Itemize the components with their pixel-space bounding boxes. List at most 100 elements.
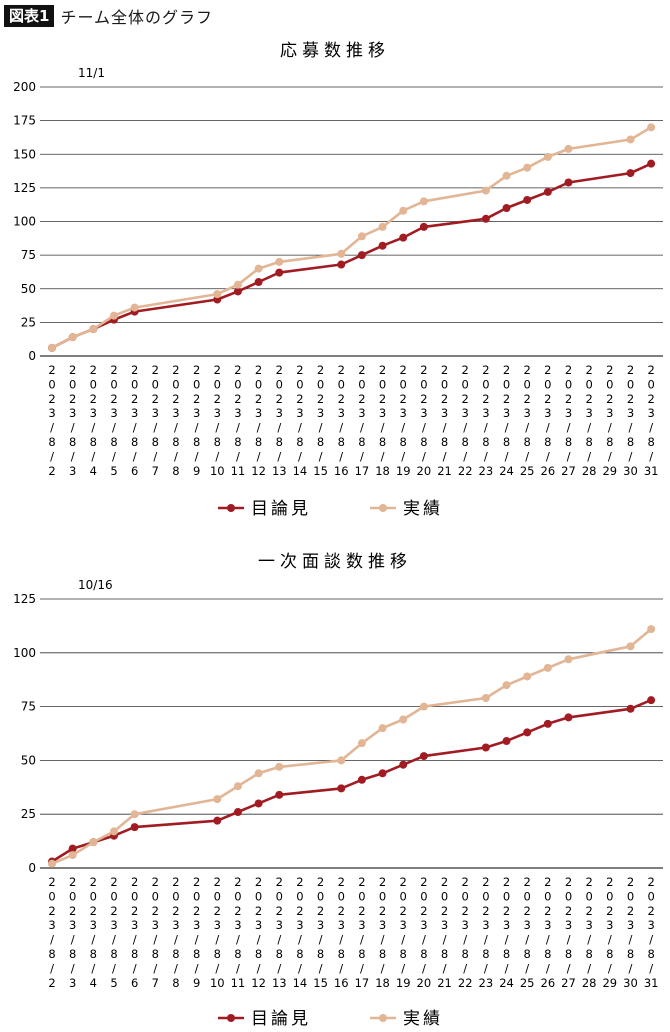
- data-point-1: [48, 859, 56, 868]
- chart-annotation: 10/16: [78, 578, 113, 592]
- y-tick-label: 25: [21, 315, 36, 329]
- data-point-1: [626, 135, 635, 144]
- x-tick-label: 2 0 2 3/8/18: [375, 363, 390, 478]
- legend-marker: [227, 1014, 235, 1022]
- data-point-1: [130, 810, 139, 819]
- x-tick-label: 2 0 2 3/8/5: [110, 363, 117, 478]
- x-tick-label: 2 0 2 3/8/31: [644, 363, 659, 478]
- data-point-0: [233, 287, 242, 296]
- data-point-0: [337, 260, 346, 269]
- figure-title: チーム全体のグラフ: [60, 8, 213, 27]
- data-point-1: [275, 257, 284, 266]
- data-point-0: [275, 790, 284, 799]
- x-tick-label: 2 0 2 3/8/25: [520, 875, 535, 990]
- y-tick-label: 125: [13, 592, 36, 606]
- x-tick-label: 2 0 2 3/8/9: [193, 363, 200, 478]
- x-tick-label: 2 0 2 3/8/3: [69, 875, 76, 990]
- y-tick-label: 0: [28, 861, 36, 875]
- data-point-0: [626, 169, 635, 178]
- data-point-0: [233, 808, 242, 817]
- data-point-1: [357, 739, 366, 748]
- x-tick-label: 2 0 2 3/8/3: [69, 363, 76, 478]
- y-tick-label: 100: [13, 215, 36, 229]
- y-tick-label: 150: [13, 147, 36, 161]
- series-line-1: [51, 126, 652, 350]
- data-point-0: [378, 769, 387, 778]
- x-tick-label: 2 0 2 3/8/31: [644, 875, 659, 990]
- data-point-0: [564, 713, 573, 722]
- data-point-1: [233, 782, 242, 791]
- data-point-1: [254, 769, 263, 778]
- x-tick-label: 2 0 2 3/8/13: [272, 363, 287, 478]
- x-tick-label: 2 0 2 3/8/2: [48, 875, 55, 990]
- x-tick-label: 2 0 2 3/8/25: [520, 363, 535, 478]
- x-tick-label: 2 0 2 3/8/21: [437, 363, 452, 478]
- data-point-1: [275, 762, 284, 771]
- x-tick-label: 2 0 2 3/8/17: [355, 363, 370, 478]
- data-point-1: [399, 206, 408, 215]
- legend-label: 目論見: [251, 1009, 311, 1029]
- x-tick-label: 2 0 2 3/8/12: [251, 363, 266, 478]
- data-point-1: [523, 163, 532, 172]
- data-point-0: [399, 760, 408, 769]
- x-tick-label: 2 0 2 3/8/4: [90, 875, 97, 990]
- x-tick-label: 2 0 2 3/8/16: [334, 875, 349, 990]
- x-tick-label: 2 0 2 3/8/7: [152, 363, 159, 478]
- x-tick-label: 2 0 2 3/8/9: [193, 875, 200, 990]
- x-tick-label: 2 0 2 3/8/10: [210, 875, 225, 990]
- x-tick-label: 2 0 2 3/8/28: [582, 363, 597, 478]
- data-point-0: [543, 187, 552, 196]
- data-point-0: [419, 752, 428, 761]
- data-point-0: [626, 704, 635, 713]
- legend-label: 実績: [403, 499, 443, 519]
- data-point-1: [502, 681, 511, 690]
- series-line-1: [51, 628, 652, 865]
- data-point-1: [419, 702, 428, 711]
- x-tick-label: 2 0 2 3/8/30: [623, 875, 638, 990]
- x-tick-label: 2 0 2 3/8/7: [152, 875, 159, 990]
- x-tick-label: 2 0 2 3/8/11: [231, 875, 246, 990]
- x-tick-label: 2 0 2 3/8/6: [131, 363, 138, 478]
- x-tick-label: 2 0 2 3/8/24: [499, 875, 514, 990]
- legend-marker: [379, 504, 387, 512]
- data-point-0: [254, 799, 263, 808]
- x-tick-label: 2 0 2 3/8/20: [417, 875, 432, 990]
- x-tick-label: 2 0 2 3/8/12: [251, 875, 266, 990]
- x-tick-label: 2 0 2 3/8/20: [417, 363, 432, 478]
- data-point-1: [502, 171, 511, 180]
- x-tick-label: 2 0 2 3/8/27: [561, 363, 576, 478]
- data-point-1: [626, 642, 635, 651]
- data-point-1: [378, 222, 387, 231]
- y-tick-label: 125: [13, 181, 36, 195]
- chart-title: 応募数推移: [280, 41, 390, 61]
- data-point-1: [254, 264, 263, 273]
- data-point-1: [357, 232, 366, 241]
- data-point-0: [378, 241, 387, 250]
- data-point-0: [357, 251, 366, 260]
- data-point-1: [481, 693, 490, 702]
- x-tick-label: 2 0 2 3/8/16: [334, 363, 349, 478]
- data-point-0: [399, 233, 408, 242]
- x-tick-label: 2 0 2 3/8/23: [479, 363, 494, 478]
- data-point-1: [399, 715, 408, 724]
- figure-badge: 図表1: [4, 5, 55, 27]
- data-point-1: [68, 333, 77, 342]
- data-point-1: [48, 343, 56, 352]
- y-tick-label: 75: [21, 248, 36, 262]
- data-point-1: [337, 249, 346, 258]
- data-point-0: [543, 719, 552, 728]
- x-tick-label: 2 0 2 3/8/21: [437, 875, 452, 990]
- x-tick-label: 2 0 2 3/8/6: [131, 875, 138, 990]
- chart-first-interviews: 一次面談数推移 10/16 0 25 50 75 100 125 2 0 2 3/8/2 2 0 2 3/8/…: [13, 552, 663, 1029]
- x-tick-label: 2 0 2 3/8/11: [231, 363, 246, 478]
- x-tick-label: 2 0 2 3/8/23: [479, 875, 494, 990]
- x-tick-label: 2 0 2 3/8/8: [172, 875, 179, 990]
- x-tick-label: 2 0 2 3/8/4: [90, 363, 97, 478]
- legend-marker: [227, 504, 235, 512]
- x-tick-label: 2 0 2 3/8/24: [499, 363, 514, 478]
- data-point-1: [481, 186, 490, 195]
- chart-annotation: 11/1: [78, 66, 105, 80]
- x-tick-label: 2 0 2 3/8/22: [458, 363, 473, 478]
- data-point-0: [419, 222, 428, 231]
- data-point-1: [523, 672, 532, 681]
